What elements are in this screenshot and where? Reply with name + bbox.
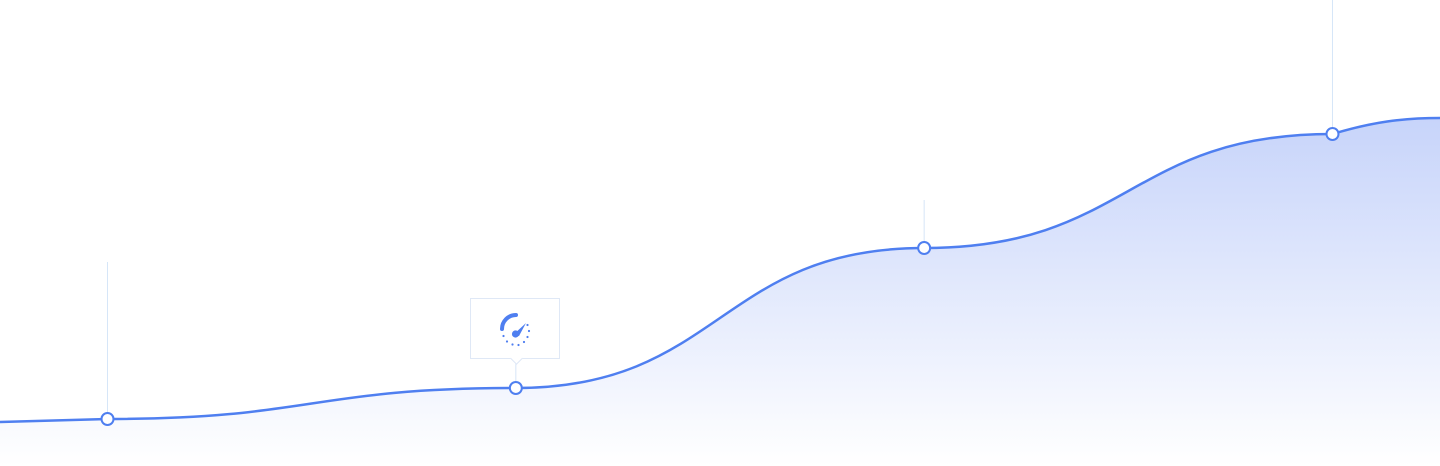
data-point-markers <box>100 127 1340 426</box>
tooltip <box>470 298 560 359</box>
series-line <box>0 116 1440 424</box>
data-point[interactable] <box>100 412 115 426</box>
data-point[interactable] <box>508 381 523 395</box>
speedometer-icon <box>500 313 531 347</box>
data-point[interactable] <box>917 241 932 255</box>
area-fill <box>0 118 1440 466</box>
data-point[interactable] <box>1325 127 1340 141</box>
